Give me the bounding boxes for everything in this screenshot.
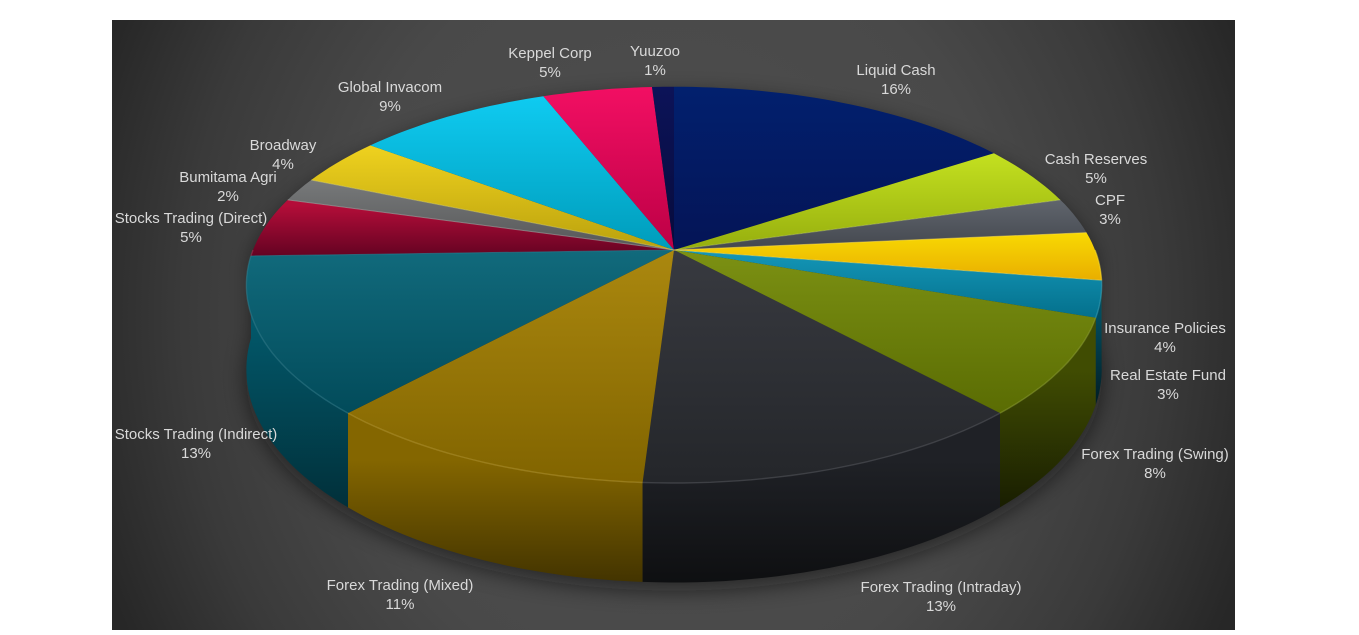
svg-text:Bumitama Agri: Bumitama Agri bbox=[179, 169, 277, 186]
svg-text:11%: 11% bbox=[386, 596, 415, 613]
svg-text:Keppel Corp: Keppel Corp bbox=[508, 45, 591, 62]
svg-text:Yuuzoo: Yuuzoo bbox=[630, 43, 680, 60]
svg-text:3%: 3% bbox=[1099, 211, 1121, 228]
svg-text:9%: 9% bbox=[379, 98, 401, 115]
svg-text:Global Invacom: Global Invacom bbox=[338, 79, 442, 96]
svg-text:Forex Trading (Mixed): Forex Trading (Mixed) bbox=[327, 577, 474, 594]
svg-text:Forex Trading (Swing): Forex Trading (Swing) bbox=[1081, 446, 1229, 463]
svg-text:Real Estate Fund: Real Estate Fund bbox=[1110, 367, 1226, 384]
svg-text:8%: 8% bbox=[1144, 465, 1166, 482]
svg-text:Cash Reserves: Cash Reserves bbox=[1045, 151, 1148, 168]
svg-text:5%: 5% bbox=[539, 64, 561, 81]
svg-text:13%: 13% bbox=[926, 598, 956, 615]
svg-text:Broadway: Broadway bbox=[250, 137, 317, 154]
svg-text:13%: 13% bbox=[181, 445, 211, 462]
svg-text:Liquid Cash: Liquid Cash bbox=[856, 62, 935, 79]
svg-text:2%: 2% bbox=[217, 188, 239, 205]
svg-text:3%: 3% bbox=[1157, 386, 1179, 403]
svg-text:4%: 4% bbox=[1154, 339, 1176, 356]
svg-text:5%: 5% bbox=[1085, 170, 1107, 187]
svg-text:16%: 16% bbox=[881, 81, 911, 98]
svg-text:Insurance Policies: Insurance Policies bbox=[1104, 320, 1226, 337]
svg-text:Stocks Trading (Direct): Stocks Trading (Direct) bbox=[115, 210, 268, 227]
svg-text:CPF: CPF bbox=[1095, 192, 1125, 209]
svg-text:Forex Trading (Intraday): Forex Trading (Intraday) bbox=[861, 579, 1022, 596]
svg-text:5%: 5% bbox=[180, 229, 202, 246]
svg-text:Stocks Trading (Indirect): Stocks Trading (Indirect) bbox=[115, 426, 278, 443]
svg-text:4%: 4% bbox=[272, 156, 294, 173]
svg-text:1%: 1% bbox=[644, 62, 666, 79]
